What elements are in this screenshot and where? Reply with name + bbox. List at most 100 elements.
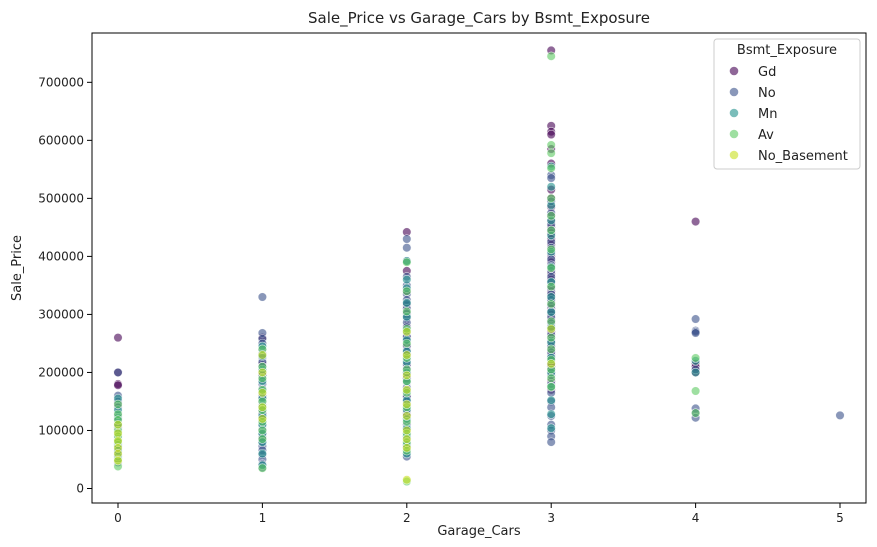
- data-point: [546, 307, 556, 317]
- data-point: [546, 225, 556, 235]
- data-point: [257, 402, 267, 412]
- legend: Bsmt_Exposure Gd No Mn Av No_Basement: [713, 38, 861, 170]
- y-tick-label: 400000: [38, 249, 84, 263]
- data-point: [257, 425, 267, 436]
- data-point: [546, 437, 556, 447]
- legend-marker: [729, 108, 739, 118]
- data-point: [402, 475, 412, 485]
- data-point: [113, 399, 123, 409]
- legend-marker: [729, 66, 739, 76]
- plot-area: [91, 32, 867, 504]
- data-point: [546, 148, 556, 158]
- data-point: [546, 333, 556, 343]
- data-point: [546, 140, 556, 150]
- data-point: [257, 367, 267, 378]
- data-point: [113, 367, 123, 378]
- legend-label: Gd: [758, 65, 776, 80]
- data-point: [402, 338, 412, 349]
- data-point: [402, 350, 412, 360]
- data-point: [257, 414, 267, 424]
- y-tick-label: 0: [76, 481, 84, 495]
- x-tick-label: 5: [836, 511, 844, 525]
- data-point: [257, 292, 267, 302]
- data-point: [257, 388, 267, 398]
- data-point: [691, 314, 701, 324]
- x-tick-label: 4: [692, 511, 700, 525]
- data-point: [402, 411, 412, 421]
- data-point: [402, 286, 412, 296]
- data-points: [113, 45, 845, 487]
- data-point: [402, 257, 412, 267]
- data-point: [691, 386, 701, 396]
- data-point: [402, 425, 412, 436]
- legend-label: No_Basement: [758, 149, 848, 164]
- legend-label: No: [758, 86, 776, 101]
- data-point: [546, 182, 556, 192]
- data-point: [402, 370, 412, 380]
- x-tick-label: 3: [547, 511, 555, 525]
- data-point: [402, 434, 412, 444]
- x-axis: 0 1 2 3 4 5: [114, 503, 844, 525]
- y-tick-label: 200000: [38, 365, 84, 379]
- data-point: [113, 420, 123, 430]
- legend-label: Mn: [758, 107, 777, 122]
- data-point: [402, 306, 412, 317]
- data-point: [546, 324, 556, 334]
- data-point: [546, 51, 556, 61]
- data-point: [257, 350, 267, 360]
- data-point: [546, 423, 556, 433]
- data-point: [402, 399, 412, 409]
- data-point: [546, 281, 556, 292]
- data-point: [546, 395, 556, 405]
- data-point: [691, 328, 701, 338]
- data-point: [546, 163, 556, 173]
- y-tick-label: 700000: [38, 75, 84, 89]
- data-point: [402, 385, 412, 395]
- data-point: [835, 410, 845, 420]
- x-tick-label: 1: [259, 511, 267, 525]
- data-point: [546, 382, 556, 392]
- data-point: [402, 234, 412, 244]
- data-point: [257, 449, 267, 459]
- data-point: [691, 353, 701, 363]
- y-tick-label: 300000: [38, 307, 84, 321]
- legend-title: Bsmt_Exposure: [737, 43, 837, 58]
- legend-marker: [729, 129, 739, 139]
- data-point: [257, 463, 267, 473]
- legend-label: Av: [758, 128, 774, 143]
- data-point: [546, 193, 556, 203]
- data-point: [113, 380, 123, 390]
- data-point: [546, 211, 556, 221]
- x-tick-label: 2: [403, 511, 411, 525]
- data-point: [546, 299, 556, 309]
- y-axis-label: Sale_Price: [10, 235, 25, 301]
- data-point: [546, 129, 556, 140]
- data-point: [257, 434, 267, 444]
- data-point: [402, 327, 412, 337]
- data-point: [402, 298, 412, 308]
- data-point: [691, 408, 701, 418]
- y-tick-label: 600000: [38, 133, 84, 147]
- x-axis-label: Garage_Cars: [437, 524, 520, 539]
- legend-marker: [729, 150, 739, 160]
- x-tick-label: 0: [114, 511, 122, 525]
- data-point: [546, 344, 556, 354]
- data-point: [402, 275, 412, 285]
- y-tick-label: 100000: [38, 423, 84, 437]
- data-point: [691, 216, 701, 227]
- data-point: [546, 409, 556, 419]
- data-point: [546, 244, 556, 255]
- data-point: [402, 243, 412, 253]
- data-point: [546, 373, 556, 383]
- data-point: [113, 333, 123, 343]
- y-tick-label: 500000: [38, 191, 84, 205]
- data-point: [113, 456, 123, 466]
- chart-title: Sale_Price vs Garage_Cars by Bsmt_Exposu…: [308, 9, 650, 28]
- legend-marker: [729, 87, 739, 97]
- data-point: [691, 367, 701, 378]
- data-point: [546, 263, 556, 273]
- data-point: [402, 443, 412, 453]
- data-point: [546, 359, 556, 369]
- legend-box: [713, 38, 861, 170]
